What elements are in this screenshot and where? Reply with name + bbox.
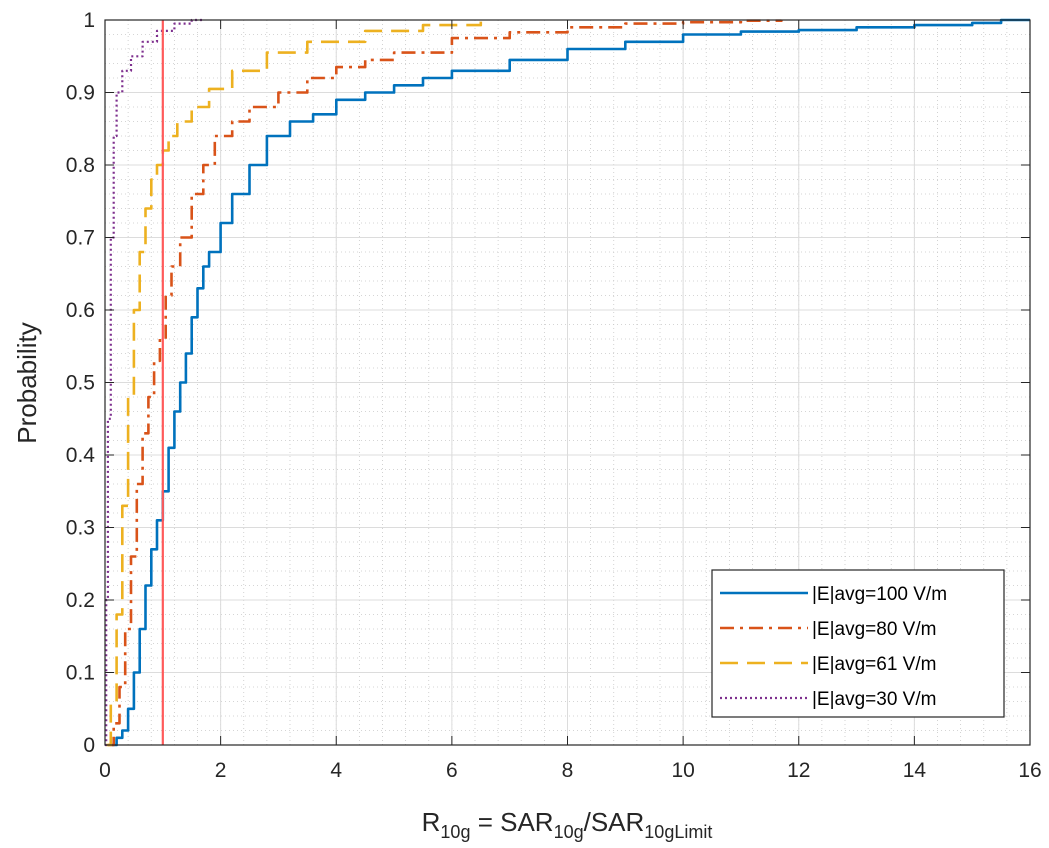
x-tick-label: 10	[671, 759, 694, 782]
x-tick-label: 6	[446, 759, 458, 782]
x-label-base: R	[422, 807, 441, 837]
y-tick-label: 0.6	[66, 299, 95, 322]
x-label-sub2: 10g	[554, 822, 584, 842]
y-tick-label: 0	[83, 734, 95, 757]
x-label-eq: = SAR	[470, 807, 553, 837]
ticks-layer	[104, 19, 1031, 746]
legend-box	[711, 569, 1005, 718]
legend-label-100: |E|avg=100 V/m	[812, 584, 947, 605]
y-tick-label: 0.2	[66, 589, 95, 612]
x-tick-label: 16	[1018, 759, 1041, 782]
x-tick-label: 8	[562, 759, 574, 782]
x-tick-label: 14	[903, 759, 927, 782]
y-tick-label: 0.8	[66, 154, 95, 177]
legend-label-61: |E|avg=61 V/m	[812, 654, 936, 675]
x-label-sub1: 10g	[440, 822, 470, 842]
y-axis-label: Probability	[12, 322, 42, 443]
series-30-vm	[105, 18, 204, 747]
x-tick-label: 4	[330, 759, 342, 782]
y-tick-labels: 0 0.1 0.2 0.3 0.4 0.5 0.6 0.7 0.8 0.9 1	[66, 9, 96, 757]
x-tick-label: 2	[215, 759, 227, 782]
legend: |E|avg=100 V/m |E|avg=80 V/m |E|avg=61 V…	[711, 569, 1005, 718]
x-label-slash: /SAR	[584, 807, 645, 837]
series-80-vm	[107, 19, 783, 747]
x-tick-labels: 0 2 4 6 8 10 12 14 16	[99, 759, 1042, 782]
legend-label-30: |E|avg=30 V/m	[812, 689, 936, 710]
x-tick-label: 12	[787, 759, 810, 782]
x-axis-label: R10g = SAR10g/SAR10gLimit	[422, 807, 713, 842]
y-tick-label: 0.7	[66, 227, 95, 250]
x-label-sub3: 10gLimit	[644, 822, 712, 842]
y-tick-label: 0.3	[66, 517, 95, 540]
y-tick-label: 0.1	[66, 662, 95, 685]
y-tick-label: 1	[83, 9, 95, 32]
legend-label-80: |E|avg=80 V/m	[812, 619, 936, 640]
y-tick-label: 0.5	[66, 372, 95, 395]
y-tick-label: 0.4	[66, 444, 96, 467]
x-tick-label: 0	[99, 759, 111, 782]
series-100-vm	[111, 18, 1030, 747]
y-tick-label: 0.9	[66, 82, 95, 105]
